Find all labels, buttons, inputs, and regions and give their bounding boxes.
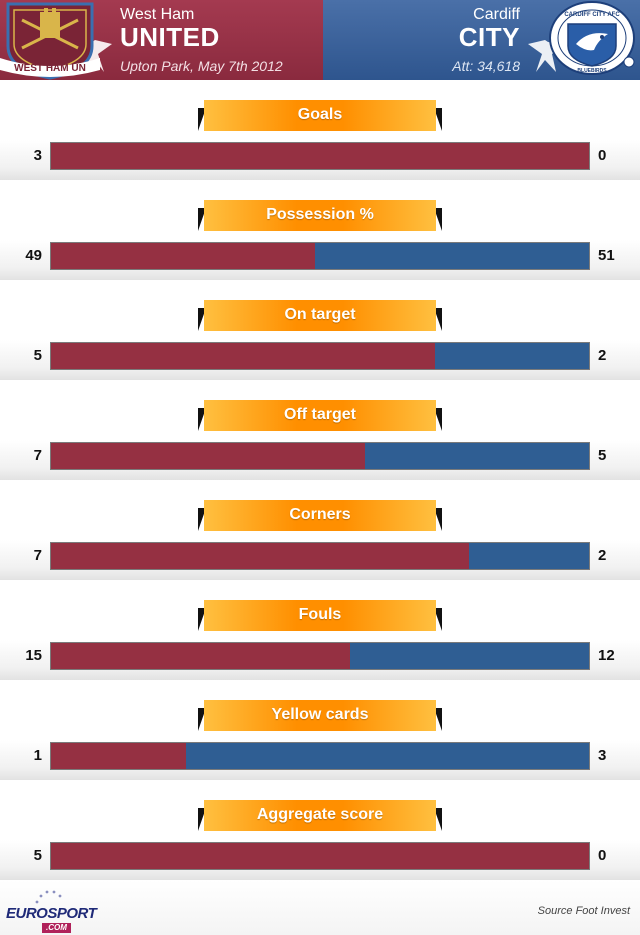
home-bar-segment — [51, 343, 436, 369]
away-bar-segment — [364, 443, 589, 469]
stars-icon — [35, 890, 62, 904]
stat-label: Off target — [204, 400, 436, 431]
tab-right-notch — [434, 408, 442, 431]
stat-label: Goals — [204, 100, 436, 131]
away-value-label: 12 — [598, 647, 615, 664]
stat-row: Aggregate score 5 0 — [0, 780, 640, 880]
stat-row: On target 5 2 — [0, 280, 640, 380]
home-bar-segment — [51, 243, 315, 269]
stat-label-tab: Goals — [198, 100, 442, 131]
tab-right-notch — [434, 608, 442, 631]
stat-label-tab: Off target — [198, 400, 442, 431]
home-bar-segment — [51, 843, 589, 869]
tab-right-notch — [434, 808, 442, 831]
stat-label-tab: Yellow cards — [198, 700, 442, 731]
west-ham-crest-icon: WEST HAM UN — [0, 2, 112, 80]
attendance: Att: 34,618 — [452, 58, 520, 74]
stat-label: Possession % — [204, 200, 436, 231]
home-value-label: 5 — [33, 847, 42, 864]
stat-bar — [50, 142, 590, 170]
stat-bar — [50, 442, 590, 470]
away-bar-segment — [314, 243, 589, 269]
home-bar-segment — [51, 743, 186, 769]
stat-label-tab: Aggregate score — [198, 800, 442, 831]
stat-label: On target — [204, 300, 436, 331]
away-team-name: Cardiff — [473, 6, 520, 23]
home-team-name-big: UNITED — [120, 22, 220, 52]
tab-right-notch — [434, 308, 442, 331]
eurosport-logo: EUROSPORT .COM — [6, 890, 97, 933]
home-crest-text: WEST HAM UN — [14, 63, 86, 74]
stat-bar — [50, 642, 590, 670]
stats-chart: Goals 3 0 Possession % 49 51 On target 5 2 Off ta… — [0, 80, 640, 880]
cardiff-crest-icon: CARDIFF CITY AFC BLUEBIRDS — [528, 1, 635, 75]
match-header: WEST HAM UN West Ham UNITED Upton Park, … — [0, 0, 640, 80]
stat-row: Goals 3 0 — [0, 80, 640, 180]
logo-text-sport: SPORT — [47, 905, 97, 922]
stat-label: Aggregate score — [204, 800, 436, 831]
stat-row: Off target 7 5 — [0, 380, 640, 480]
away-bar-segment — [469, 543, 589, 569]
stat-label: Corners — [204, 500, 436, 531]
away-value-label: 5 — [598, 447, 607, 464]
home-bar-segment — [51, 543, 470, 569]
away-crest-sub: BLUEBIRDS — [577, 68, 607, 74]
home-value-label: 3 — [33, 147, 42, 164]
tab-left-notch — [198, 608, 206, 631]
away-crest-text: CARDIFF CITY AFC — [564, 12, 620, 18]
home-value-label: 7 — [33, 447, 42, 464]
stat-bar — [50, 542, 590, 570]
away-value-label: 2 — [598, 347, 607, 364]
home-value-label: 7 — [33, 547, 42, 564]
home-value-label: 15 — [25, 647, 42, 664]
home-team-name: West Ham — [120, 6, 195, 23]
tab-left-notch — [198, 708, 206, 731]
stat-bar — [50, 742, 590, 770]
away-value-label: 2 — [598, 547, 607, 564]
tab-left-notch — [198, 208, 206, 231]
tab-left-notch — [198, 808, 206, 831]
stat-row: Possession % 49 51 — [0, 180, 640, 280]
home-bar-segment — [51, 443, 365, 469]
away-team-name-big: CITY — [458, 22, 520, 52]
stat-label: Yellow cards — [204, 700, 436, 731]
stat-bar — [50, 342, 590, 370]
logo-text-euro: EURO — [6, 905, 48, 922]
stat-label-tab: Fouls — [198, 600, 442, 631]
away-value-label: 0 — [598, 847, 607, 864]
tab-right-notch — [434, 708, 442, 731]
away-bar-segment — [435, 343, 589, 369]
tab-left-notch — [198, 408, 206, 431]
away-value-label: 51 — [598, 247, 615, 264]
eurosport-wordmark: EUROSPORT — [6, 905, 97, 922]
home-bar-segment — [51, 643, 350, 669]
tab-left-notch — [198, 508, 206, 531]
home-bar-segment — [51, 143, 589, 169]
tab-right-notch — [434, 208, 442, 231]
venue-date: Upton Park, May 7th 2012 — [120, 58, 283, 74]
home-value-label: 1 — [33, 747, 42, 764]
tab-left-notch — [198, 308, 206, 331]
stat-label-tab: On target — [198, 300, 442, 331]
away-bar-segment — [349, 643, 589, 669]
footer: EUROSPORT .COM Source Foot Invest — [0, 880, 640, 935]
away-bar-segment — [185, 743, 589, 769]
stat-label-tab: Possession % — [198, 200, 442, 231]
stat-bar — [50, 842, 590, 870]
stat-bar — [50, 242, 590, 270]
tab-right-notch — [434, 108, 442, 131]
logo-dot-com: .COM — [42, 923, 71, 933]
stat-label: Fouls — [204, 600, 436, 631]
away-value-label: 0 — [598, 147, 607, 164]
stat-row: Fouls 15 12 — [0, 580, 640, 680]
stat-label-tab: Corners — [198, 500, 442, 531]
tab-right-notch — [434, 508, 442, 531]
source-credit: Source Foot Invest — [537, 905, 630, 917]
away-value-label: 3 — [598, 747, 607, 764]
home-value-label: 5 — [33, 347, 42, 364]
tab-left-notch — [198, 108, 206, 131]
stat-row: Yellow cards 1 3 — [0, 680, 640, 780]
home-value-label: 49 — [25, 247, 42, 264]
stat-row: Corners 7 2 — [0, 480, 640, 580]
